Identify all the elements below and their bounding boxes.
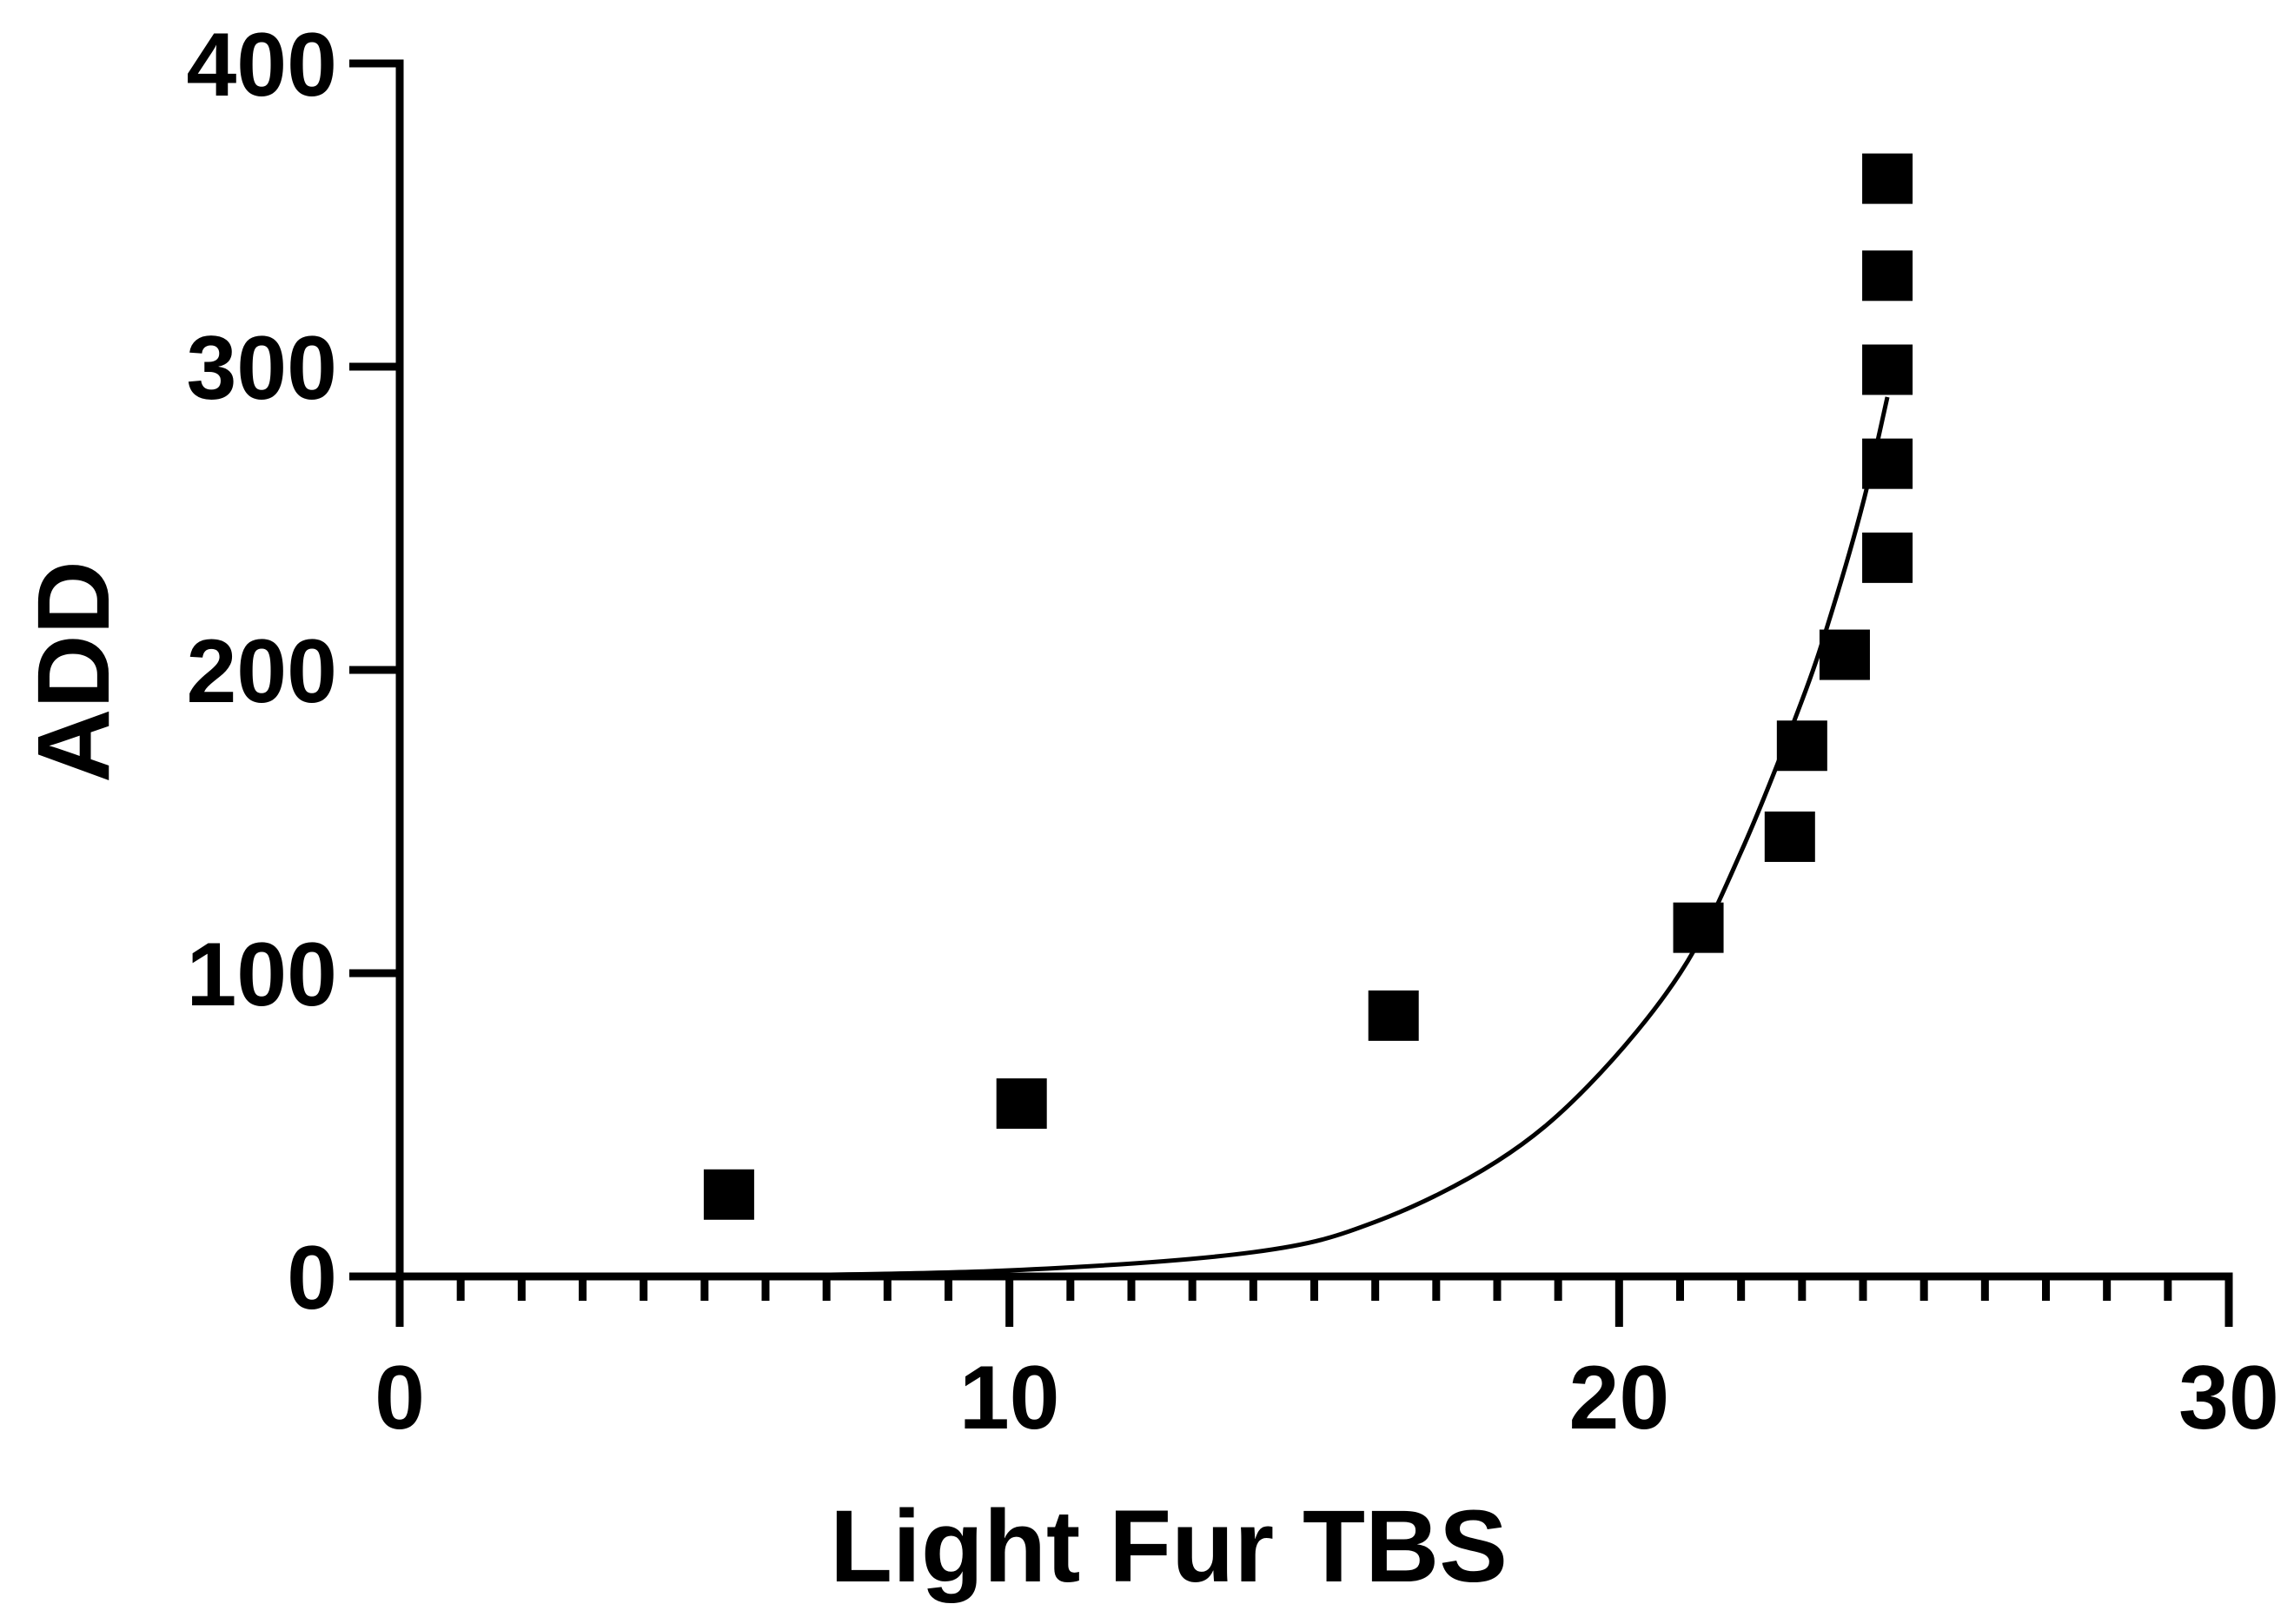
data-point bbox=[1862, 344, 1913, 395]
data-point bbox=[1776, 720, 1827, 772]
data-points-layer bbox=[703, 153, 1913, 1220]
data-point bbox=[1862, 153, 1913, 204]
data-point bbox=[1862, 532, 1913, 583]
x-tick-label: 10 bbox=[959, 1348, 1060, 1448]
data-point bbox=[1862, 438, 1913, 489]
x-axis-title: Light Fur TBS bbox=[830, 1489, 1508, 1604]
y-axis-title: ADD bbox=[17, 560, 131, 783]
y-tick-label: 400 bbox=[186, 15, 337, 116]
data-point bbox=[1764, 811, 1815, 862]
data-point bbox=[1673, 902, 1724, 953]
data-point bbox=[996, 1078, 1047, 1130]
data-point bbox=[1819, 629, 1870, 680]
x-tick-label: 30 bbox=[2178, 1348, 2279, 1448]
y-tick-label: 100 bbox=[186, 925, 337, 1025]
x-tick-label: 20 bbox=[1568, 1348, 1669, 1448]
data-point bbox=[1368, 990, 1419, 1041]
data-point bbox=[703, 1169, 754, 1220]
y-tick-label: 0 bbox=[287, 1228, 337, 1329]
y-tick-label: 300 bbox=[186, 318, 337, 419]
fit-curve-layer bbox=[728, 396, 1890, 1279]
y-tick-label: 200 bbox=[186, 621, 337, 722]
x-tick-label: 0 bbox=[375, 1348, 425, 1448]
fit-curve bbox=[728, 396, 1890, 1279]
data-point bbox=[1862, 250, 1913, 302]
